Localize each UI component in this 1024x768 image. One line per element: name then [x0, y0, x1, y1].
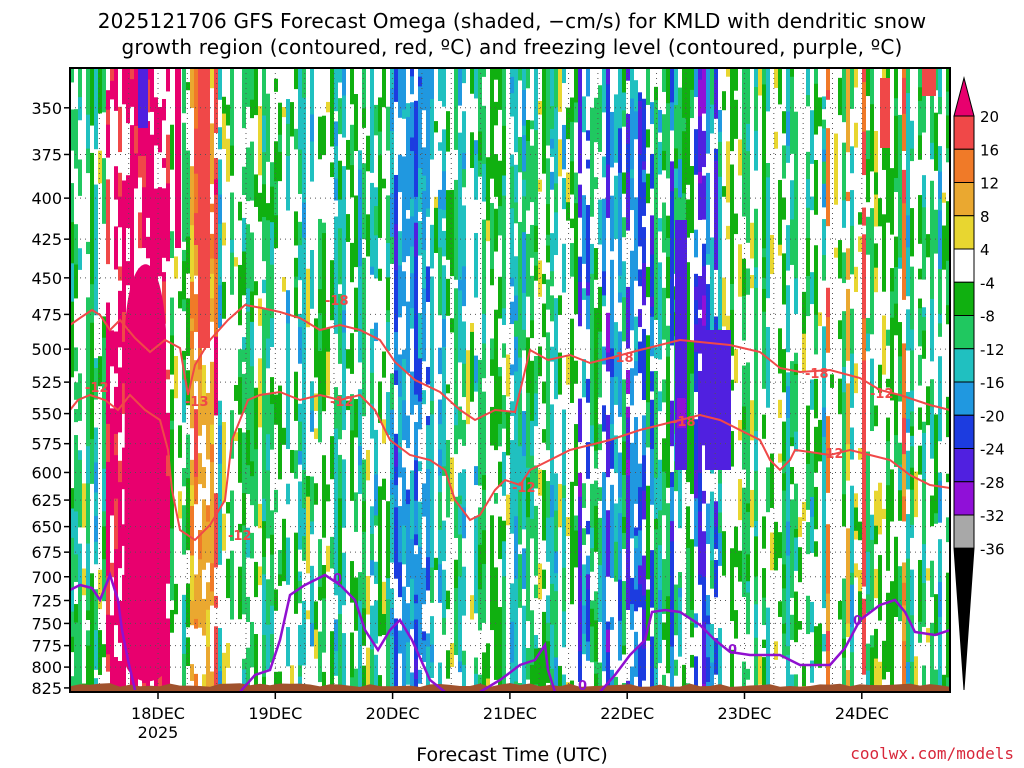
y-axis: 350 375 400 425 450 475 500 525 550 575 600 625 650 6…: [31, 99, 70, 698]
freezing-contour-label: 0: [578, 679, 587, 694]
dgz-contour-label: -18: [325, 294, 349, 309]
y-tick-label: 650: [31, 518, 62, 537]
colorbar-swatch: [953, 248, 975, 283]
x-tick-label: 22DEC: [600, 704, 654, 723]
colorbar-label: 4: [980, 241, 990, 259]
terrain-mask: [70, 683, 950, 692]
contour-labels: -12 -18 -13 -12 -18 -12 -12 -18 -12 -18 -12 0 0 0 0: [85, 294, 894, 694]
colorbar-swatch: [953, 315, 975, 350]
y-tick-label: 500: [31, 340, 62, 359]
colorbar: 20 16 12 8 4 -4 -8 -12 -16 -20 -24 -28 -32 -36: [953, 76, 1005, 691]
dgz-contour-label: -12: [228, 529, 252, 544]
colorbar-swatch: [953, 414, 975, 449]
colorbar-swatch: [953, 514, 975, 549]
y-tick-label: 775: [31, 637, 62, 656]
colorbar-label: -12: [980, 341, 1005, 359]
freezing-contour-label: 0: [333, 572, 342, 587]
chart-title-line-1: 2025121706 GFS Forecast Omega (shaded, −…: [97, 9, 927, 33]
credit-link[interactable]: coolwx.com/models: [850, 744, 1014, 763]
freezing-contour-label: 0: [853, 614, 862, 629]
x-tick-label: 19DEC: [248, 704, 302, 723]
colorbar-swatch: [953, 148, 975, 183]
colorbar-label: 20: [980, 108, 999, 126]
colorbar-label: 12: [980, 175, 999, 193]
colorbar-swatch: [953, 182, 975, 217]
x-tick-label: 23DEC: [718, 704, 772, 723]
grid-lines: [69, 68, 950, 692]
y-tick-label: 725: [31, 591, 62, 610]
colorbar-label: 16: [980, 141, 999, 159]
x-tick-label: 18DEC: [131, 704, 185, 723]
y-tick-label: 625: [31, 491, 62, 510]
y-tick-label: 800: [31, 658, 62, 677]
colorbar-label: -24: [980, 441, 1005, 459]
x-tick-label: 21DEC: [483, 704, 537, 723]
colorbar-label: 8: [980, 208, 990, 226]
dgz-contour-label: -13: [185, 395, 209, 410]
dgz-contour-label: -18: [610, 351, 634, 366]
colorbar-label: -32: [980, 507, 1005, 525]
y-tick-label: 375: [31, 145, 62, 164]
omega-shading: [70, 68, 950, 692]
dgz-contour-label: -18: [805, 367, 829, 382]
x-axis-title: Forecast Time (UTC): [416, 744, 608, 766]
y-tick-label: 400: [31, 189, 62, 208]
y-tick-label: 525: [31, 373, 62, 392]
dgz-contour-label: -18: [672, 415, 696, 430]
colorbar-bottom-arrow: [953, 547, 975, 691]
y-tick-label: 425: [31, 230, 62, 249]
colorbar-label: -36: [980, 540, 1005, 558]
y-tick-label: 600: [31, 463, 62, 482]
colorbar-label: -28: [980, 474, 1005, 492]
freezing-contour-label: 0: [728, 643, 737, 658]
dgz-contour-label: -12: [512, 481, 536, 496]
y-tick-label: 450: [31, 269, 62, 288]
colorbar-swatch: [953, 281, 975, 316]
x-tick-label: 24DEC: [835, 704, 889, 723]
x-tick-year: 2025: [138, 723, 179, 742]
y-tick-label: 825: [31, 679, 62, 698]
chart-title-line-2: growth region (contoured, red, ºC) and f…: [121, 35, 903, 59]
x-tick-label: 20DEC: [366, 704, 420, 723]
y-tick-label: 350: [31, 99, 62, 118]
y-tick-label: 675: [31, 543, 62, 562]
y-tick-label: 700: [31, 568, 62, 587]
colorbar-swatch: [953, 115, 975, 150]
dgz-contour-label: -12: [820, 447, 844, 462]
dgz-contour-label: -12: [330, 395, 354, 410]
colorbar-swatch: [953, 381, 975, 416]
y-tick-label: 750: [31, 614, 62, 633]
colorbar-top-arrow: [953, 76, 975, 117]
dgz-contour-label: -12: [870, 387, 894, 402]
y-tick-label: 550: [31, 405, 62, 424]
y-tick-label: 475: [31, 305, 62, 324]
dgz-contour-label: -12: [85, 381, 109, 396]
contour-lines: [70, 303, 950, 692]
colorbar-swatch: [953, 348, 975, 383]
y-tick-label: 575: [31, 435, 62, 454]
colorbar-label: -8: [980, 308, 995, 326]
colorbar-label: -16: [980, 374, 1005, 392]
chart-title: 2025121706 GFS Forecast Omega (shaded, −…: [0, 8, 1024, 60]
colorbar-swatch: [953, 215, 975, 250]
colorbar-swatch: [953, 448, 975, 483]
colorbar-label: -20: [980, 407, 1005, 425]
colorbar-label: -4: [980, 274, 995, 292]
colorbar-swatch: [953, 481, 975, 516]
